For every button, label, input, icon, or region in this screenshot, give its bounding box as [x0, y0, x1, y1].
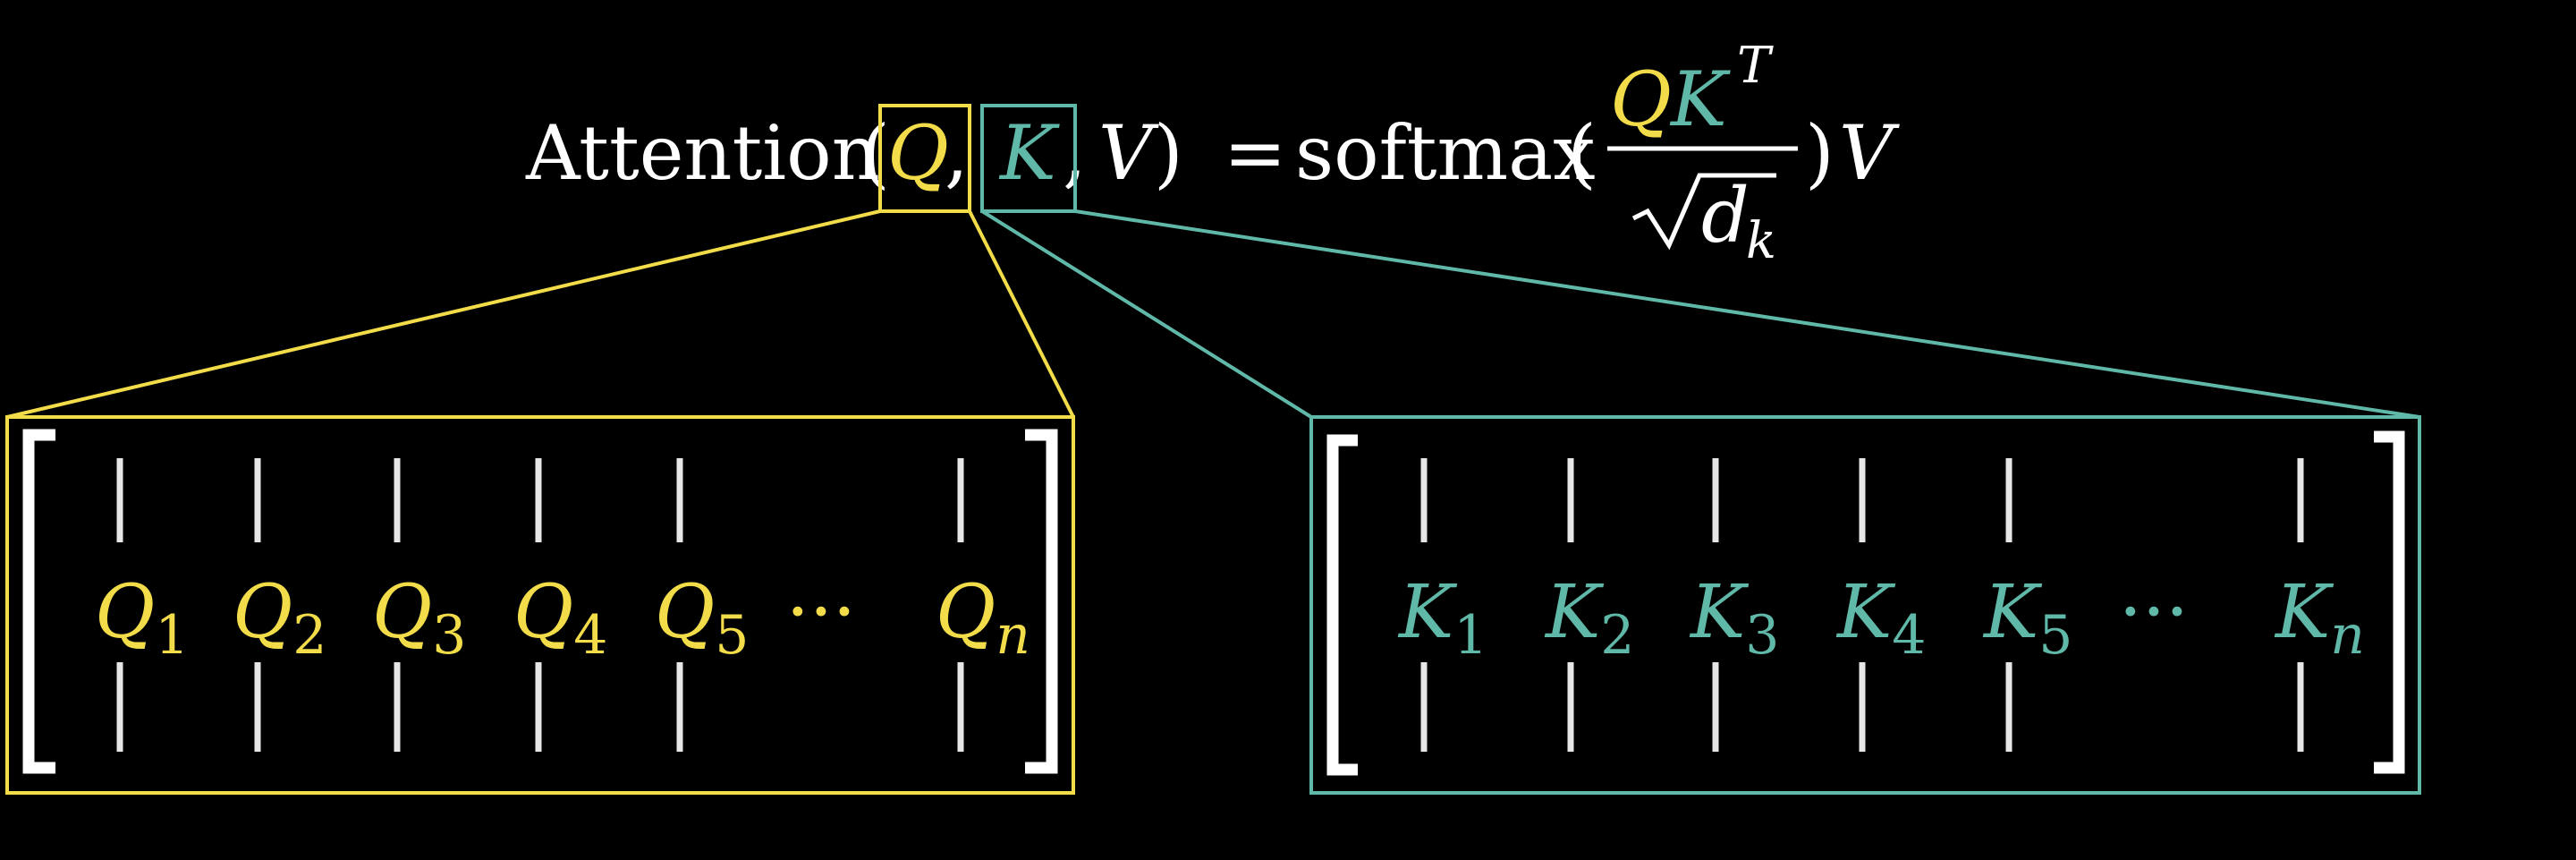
- formula-comma-1: ,: [945, 109, 969, 197]
- query-column-letter: Q: [233, 570, 292, 655]
- key-column: K4: [1835, 458, 1926, 752]
- query-column: Q5: [655, 458, 749, 752]
- fraction-numerator-k: K: [1669, 55, 1731, 143]
- query-column-label: Qn: [936, 570, 1030, 667]
- key-column: K2: [1544, 458, 1634, 752]
- sqrt-symbol: [1631, 173, 1776, 251]
- key-column-label: K1: [1397, 570, 1487, 667]
- key-highlight-box: [980, 104, 1077, 213]
- query-column-subscript: 3: [432, 604, 466, 667]
- query-columns: Q1 Q2 Q3 Q4 Q5 ··· Qn: [95, 458, 1030, 752]
- fraction-numerator-superscript: T: [1737, 37, 1774, 95]
- query-connector-right: [968, 210, 1075, 418]
- key-column-letter: K: [1544, 570, 1605, 655]
- key-column: K1: [1397, 458, 1487, 752]
- query-column-letter: Q: [95, 570, 155, 655]
- key-column-letter: K: [2274, 570, 2334, 655]
- query-column-label: Q1: [95, 570, 189, 667]
- key-matrix-right-bracket: [2374, 430, 2405, 774]
- query-column-label: ···: [786, 570, 856, 655]
- fraction-numerator-q: Q: [1610, 55, 1672, 143]
- key-column-letter: K: [1835, 570, 1896, 655]
- key-column-subscript: 1: [1453, 604, 1487, 667]
- attention-formula: Attention ( Q , K , V ) = softmax ( Q K …: [525, 37, 1900, 270]
- key-connector-left: [980, 209, 1313, 419]
- key-column-letter: K: [1397, 570, 1458, 655]
- query-column-subscript: 4: [573, 604, 607, 667]
- query-matrix: Q1 Q2 Q3 Q4 Q5 ··· Qn: [5, 415, 1075, 795]
- key-column-label: ···: [2119, 570, 2189, 655]
- query-column-letter: Q: [936, 570, 996, 655]
- query-matrix-frame: [5, 415, 1075, 795]
- query-column-label: Q5: [655, 570, 749, 667]
- key-column-label: Kn: [2274, 570, 2365, 667]
- key-column-label: K2: [1544, 570, 1634, 667]
- formula-close-paren: ): [1154, 109, 1183, 197]
- query-column-letter: Q: [513, 570, 573, 655]
- key-column-letter: K: [1689, 570, 1750, 655]
- key-column-subscript: n: [2330, 604, 2365, 667]
- query-column-letter: Q: [372, 570, 432, 655]
- query-column-subscript: 1: [155, 604, 189, 667]
- query-column: Q1: [95, 458, 189, 752]
- query-column-label: Q3: [372, 570, 466, 667]
- formula-trailing-v: V: [1839, 109, 1900, 197]
- key-column-label: K4: [1835, 570, 1926, 667]
- key-column-subscript: 2: [1600, 604, 1634, 667]
- formula-equals: =: [1224, 109, 1286, 197]
- fraction-denominator-d: d: [1701, 172, 1750, 260]
- query-column: Qn: [936, 458, 1030, 752]
- key-matrix: K1 K2 K3 K4 K5 ··· Kn: [1309, 415, 2421, 795]
- query-column-letter: ···: [786, 570, 856, 655]
- key-column: ···: [2119, 570, 2189, 655]
- query-column-subscript: 5: [715, 604, 749, 667]
- query-column-letter: Q: [655, 570, 715, 655]
- formula-open-paren: (: [860, 109, 890, 197]
- query-matrix-left-bracket: [22, 429, 55, 774]
- key-column-subscript: 3: [1745, 604, 1779, 667]
- key-column: K3: [1689, 458, 1779, 752]
- key-column-letter: K: [1982, 570, 2043, 655]
- query-column-subscript: n: [996, 604, 1030, 667]
- formula-v: V: [1098, 109, 1159, 197]
- query-connector-left: [6, 209, 881, 419]
- key-column-subscript: 5: [2038, 604, 2072, 667]
- query-column: ···: [786, 570, 856, 655]
- formula-fraction: Q K T d k: [1607, 37, 1798, 270]
- formula-softmax: softmax: [1295, 109, 1596, 197]
- key-column-label: K5: [1982, 570, 2072, 667]
- formula-q: Q: [887, 109, 949, 197]
- query-matrix-right-bracket: [1025, 429, 1058, 774]
- formula-close-paren-2: ): [1805, 109, 1835, 197]
- query-highlight-box: [878, 104, 971, 213]
- query-column-label: Q2: [233, 570, 326, 667]
- formula-function-name: Attention: [525, 109, 880, 197]
- key-matrix-left-bracket: [1326, 434, 1358, 776]
- key-matrix-frame: [1309, 415, 2421, 795]
- key-column-letter: ···: [2119, 570, 2189, 655]
- formula-k: K: [998, 109, 1060, 197]
- query-column: Q4: [513, 458, 607, 752]
- key-connector-right: [1074, 209, 2420, 419]
- key-column-subscript: 4: [1892, 604, 1926, 667]
- key-column: K5: [1982, 458, 2072, 752]
- key-column-label: K3: [1689, 570, 1779, 667]
- query-column-label: Q4: [513, 570, 607, 667]
- query-column: Q2: [233, 458, 326, 752]
- key-column: Kn: [2274, 458, 2365, 752]
- fraction-denominator-subscript: k: [1746, 212, 1776, 270]
- formula-open-paren-2: (: [1567, 109, 1597, 197]
- query-column-subscript: 2: [292, 604, 326, 667]
- key-columns: K1 K2 K3 K4 K5 ··· Kn: [1397, 458, 2365, 752]
- query-column: Q3: [372, 458, 466, 752]
